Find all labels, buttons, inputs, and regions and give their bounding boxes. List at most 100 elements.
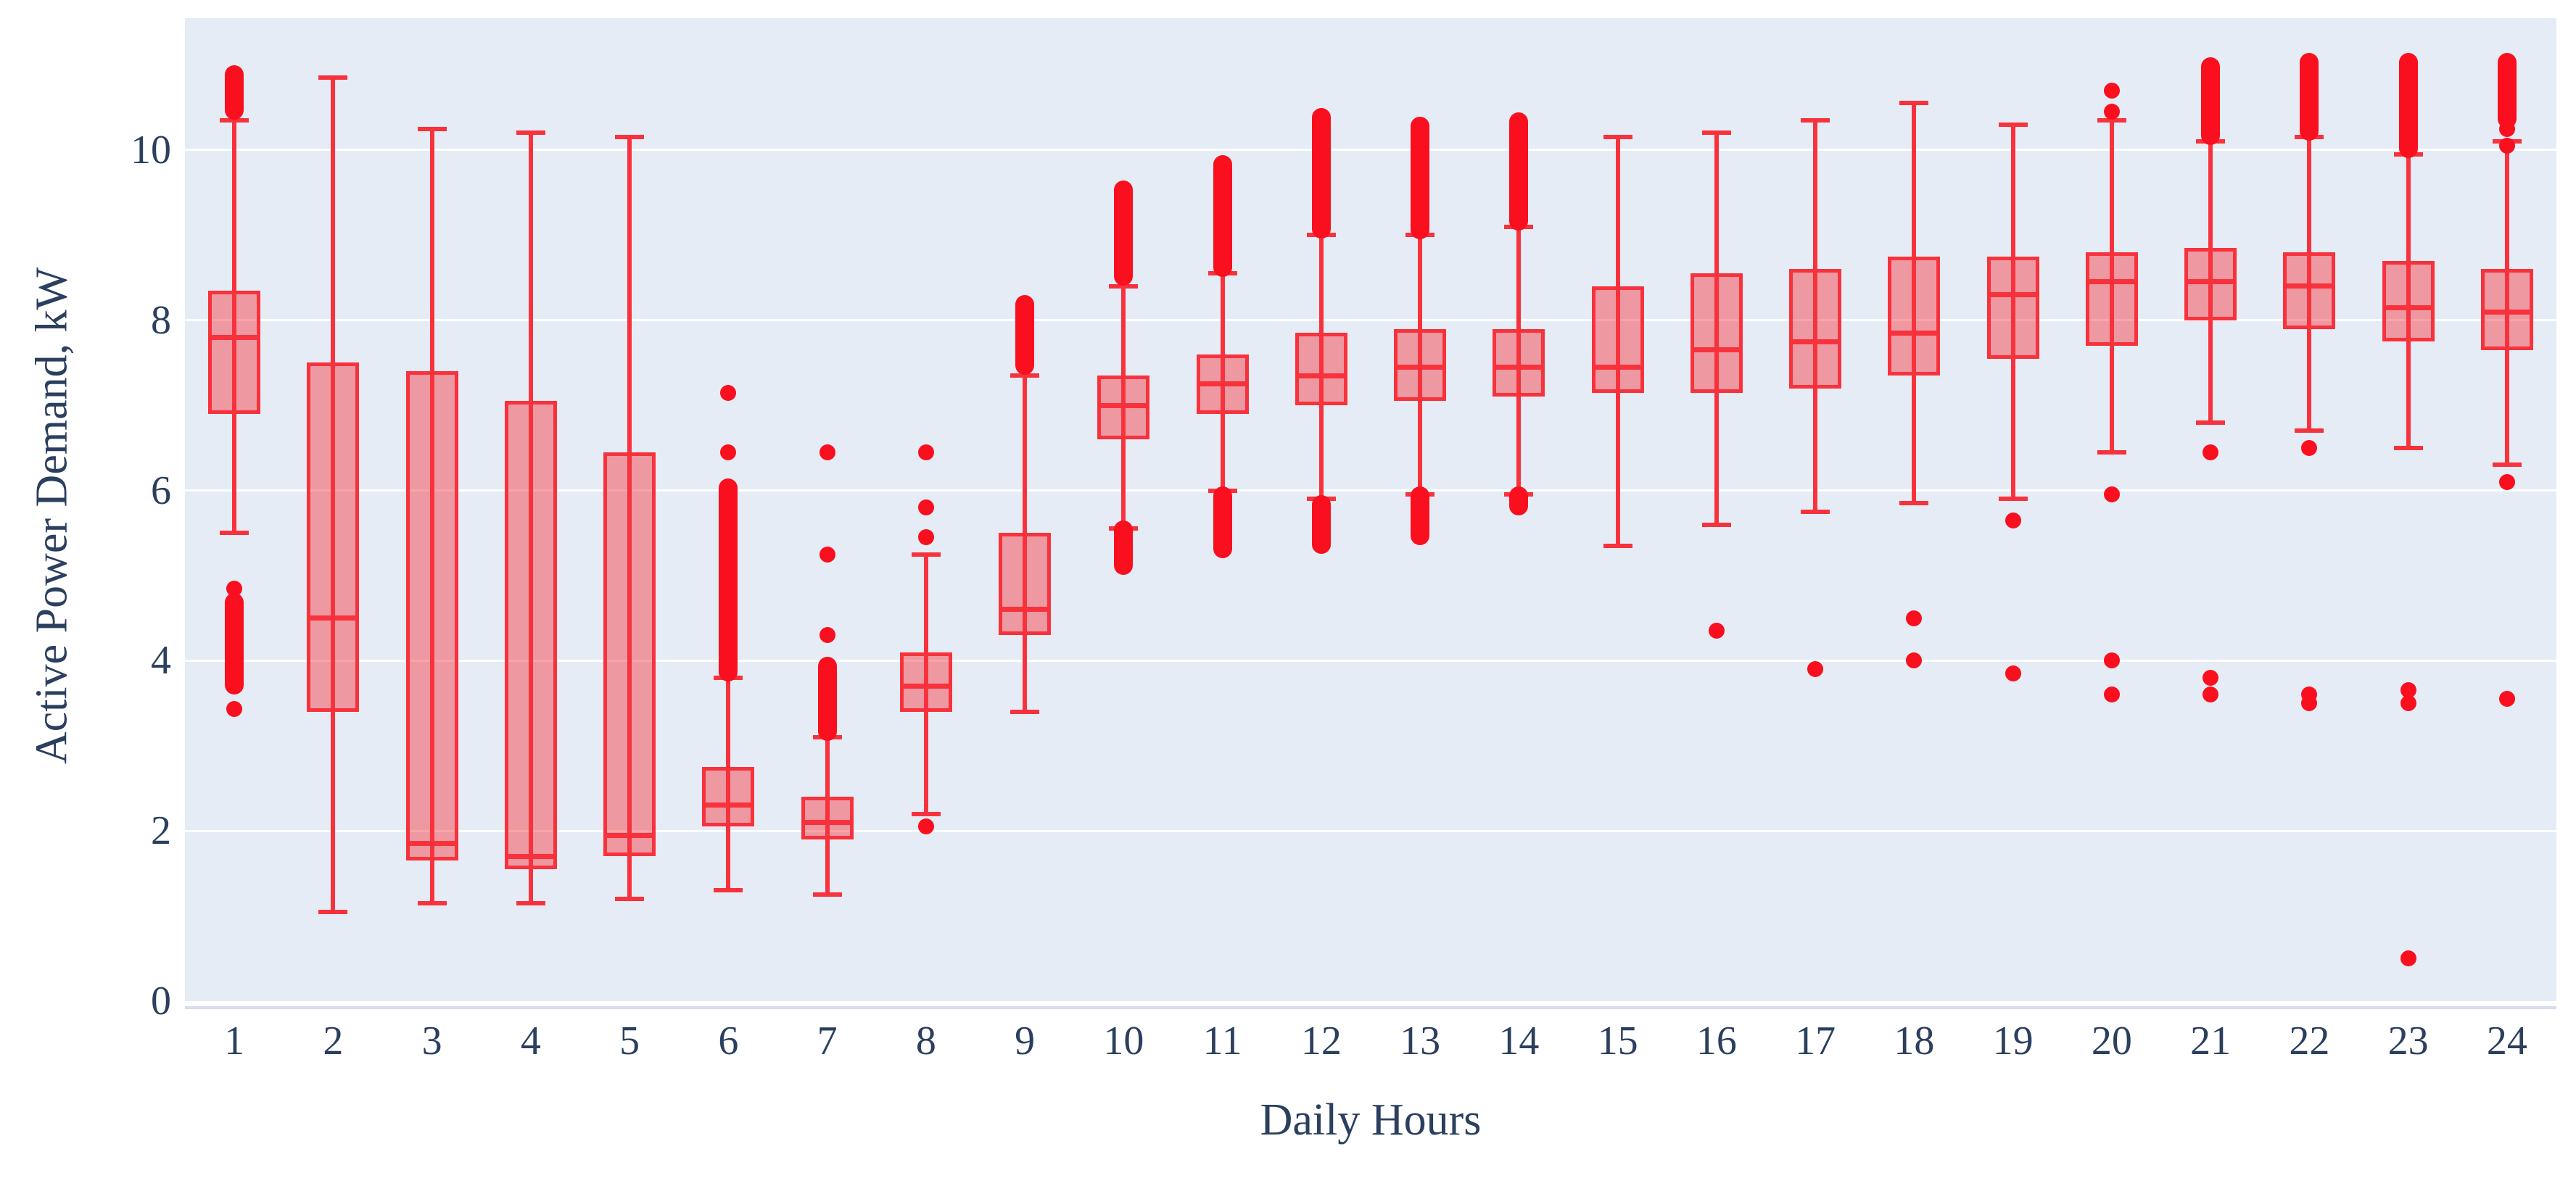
box-iqr[interactable] (504, 401, 557, 869)
whisker-cap-high (1109, 283, 1139, 289)
y-gridline (185, 149, 2556, 152)
box-iqr[interactable] (899, 652, 952, 712)
outlier-cluster[interactable] (2398, 52, 2418, 158)
whisker-line (2406, 154, 2411, 448)
box-iqr[interactable] (1789, 269, 1842, 389)
outlier-cluster[interactable] (1114, 180, 1134, 286)
box-iqr[interactable] (1295, 333, 1347, 406)
whisker-cap-high (318, 75, 348, 80)
y-axis-title: Active Power Demand, kW (27, 267, 77, 765)
median-line (1690, 347, 1743, 353)
whisker-cap-high (911, 552, 941, 557)
box-iqr[interactable] (801, 797, 854, 839)
whisker-cap-low (812, 892, 842, 897)
outlier-point[interactable] (917, 444, 934, 460)
whisker-cap-low (1899, 501, 1929, 506)
whisker-cap-low (2393, 445, 2423, 450)
outlier-point[interactable] (720, 384, 737, 401)
outlier-cluster[interactable] (817, 657, 837, 742)
median-line (899, 684, 952, 689)
box-iqr[interactable] (405, 371, 458, 861)
box-iqr[interactable] (2085, 252, 2138, 346)
outlier-point[interactable] (1906, 652, 1923, 669)
outlier-cluster[interactable] (1311, 495, 1331, 554)
outlier-point[interactable] (2400, 695, 2416, 712)
outlier-point[interactable] (1807, 661, 1824, 678)
median-line (307, 615, 360, 621)
median-line (1295, 373, 1347, 378)
whisker-cap-low (911, 811, 941, 816)
box-iqr[interactable] (2382, 260, 2435, 342)
outlier-point[interactable] (2203, 669, 2219, 686)
outlier-point[interactable] (1708, 623, 1725, 639)
outlier-point[interactable] (2301, 439, 2318, 456)
outlier-cluster[interactable] (2201, 57, 2221, 146)
outlier-point[interactable] (2103, 687, 2120, 703)
whisker-cap-high (1603, 135, 1632, 140)
outlier-cluster[interactable] (1509, 112, 1529, 231)
outlier-point[interactable] (2400, 950, 2416, 967)
box-iqr[interactable] (1591, 286, 1644, 393)
outlier-point[interactable] (2005, 512, 2021, 528)
outlier-cluster[interactable] (1311, 108, 1331, 239)
median-line (1888, 330, 1941, 336)
outlier-cluster[interactable] (1509, 486, 1529, 516)
whisker-cap-low (516, 900, 545, 905)
outlier-point[interactable] (2498, 691, 2515, 708)
outlier-point[interactable] (2103, 652, 2120, 669)
outlier-point[interactable] (2498, 138, 2515, 154)
whisker-line (1516, 226, 1522, 495)
outlier-point[interactable] (819, 444, 835, 460)
outlier-point[interactable] (2005, 665, 2021, 681)
outlier-point[interactable] (226, 701, 243, 718)
outlier-point[interactable] (2203, 444, 2219, 460)
outlier-point[interactable] (2103, 486, 2120, 503)
box-iqr[interactable] (1690, 273, 1743, 393)
whisker-cap-low (2196, 420, 2226, 425)
outlier-point[interactable] (2498, 473, 2515, 490)
median-line (1986, 292, 2039, 298)
whisker-cap-low (318, 909, 348, 914)
outlier-cluster[interactable] (719, 478, 738, 681)
outlier-cluster[interactable] (1213, 486, 1232, 558)
box-iqr[interactable] (208, 290, 261, 414)
outlier-cluster[interactable] (225, 65, 244, 120)
outlier-cluster[interactable] (1015, 295, 1035, 376)
box-iqr[interactable] (999, 533, 1052, 636)
outlier-point[interactable] (2301, 695, 2318, 712)
box-iqr[interactable] (603, 452, 656, 857)
x-tick-label: 1 (224, 1019, 245, 1063)
outlier-cluster[interactable] (1114, 520, 1134, 576)
box-iqr[interactable] (307, 362, 360, 712)
outlier-point[interactable] (2400, 682, 2416, 699)
outlier-point[interactable] (917, 529, 934, 546)
box-iqr[interactable] (2283, 252, 2336, 329)
whisker-cap-high (2097, 117, 2126, 123)
outlier-cluster[interactable] (2300, 52, 2319, 141)
outlier-point[interactable] (2103, 104, 2120, 120)
outlier-point[interactable] (2203, 687, 2219, 703)
outlier-point[interactable] (917, 818, 934, 835)
whisker-line (429, 128, 434, 903)
outlier-point[interactable] (1906, 610, 1923, 626)
box-iqr[interactable] (702, 767, 755, 827)
outlier-point[interactable] (720, 444, 737, 460)
plot-area[interactable] (185, 18, 2556, 1001)
median-line (702, 802, 755, 808)
outlier-point[interactable] (819, 627, 835, 644)
whisker-line (232, 120, 237, 534)
outlier-cluster[interactable] (1411, 486, 1430, 546)
outlier-cluster[interactable] (2497, 52, 2517, 128)
outlier-cluster[interactable] (225, 593, 244, 694)
box-iqr[interactable] (1493, 328, 1545, 397)
outlier-cluster[interactable] (1411, 116, 1430, 239)
box-iqr[interactable] (1888, 256, 1941, 376)
whisker-cap-low (1603, 543, 1632, 548)
outlier-point[interactable] (226, 580, 243, 597)
outlier-point[interactable] (819, 546, 835, 563)
box-iqr[interactable] (1986, 256, 2039, 359)
outlier-point[interactable] (917, 499, 934, 516)
whisker-line (528, 133, 533, 903)
outlier-point[interactable] (2103, 82, 2120, 99)
outlier-cluster[interactable] (1213, 154, 1232, 278)
